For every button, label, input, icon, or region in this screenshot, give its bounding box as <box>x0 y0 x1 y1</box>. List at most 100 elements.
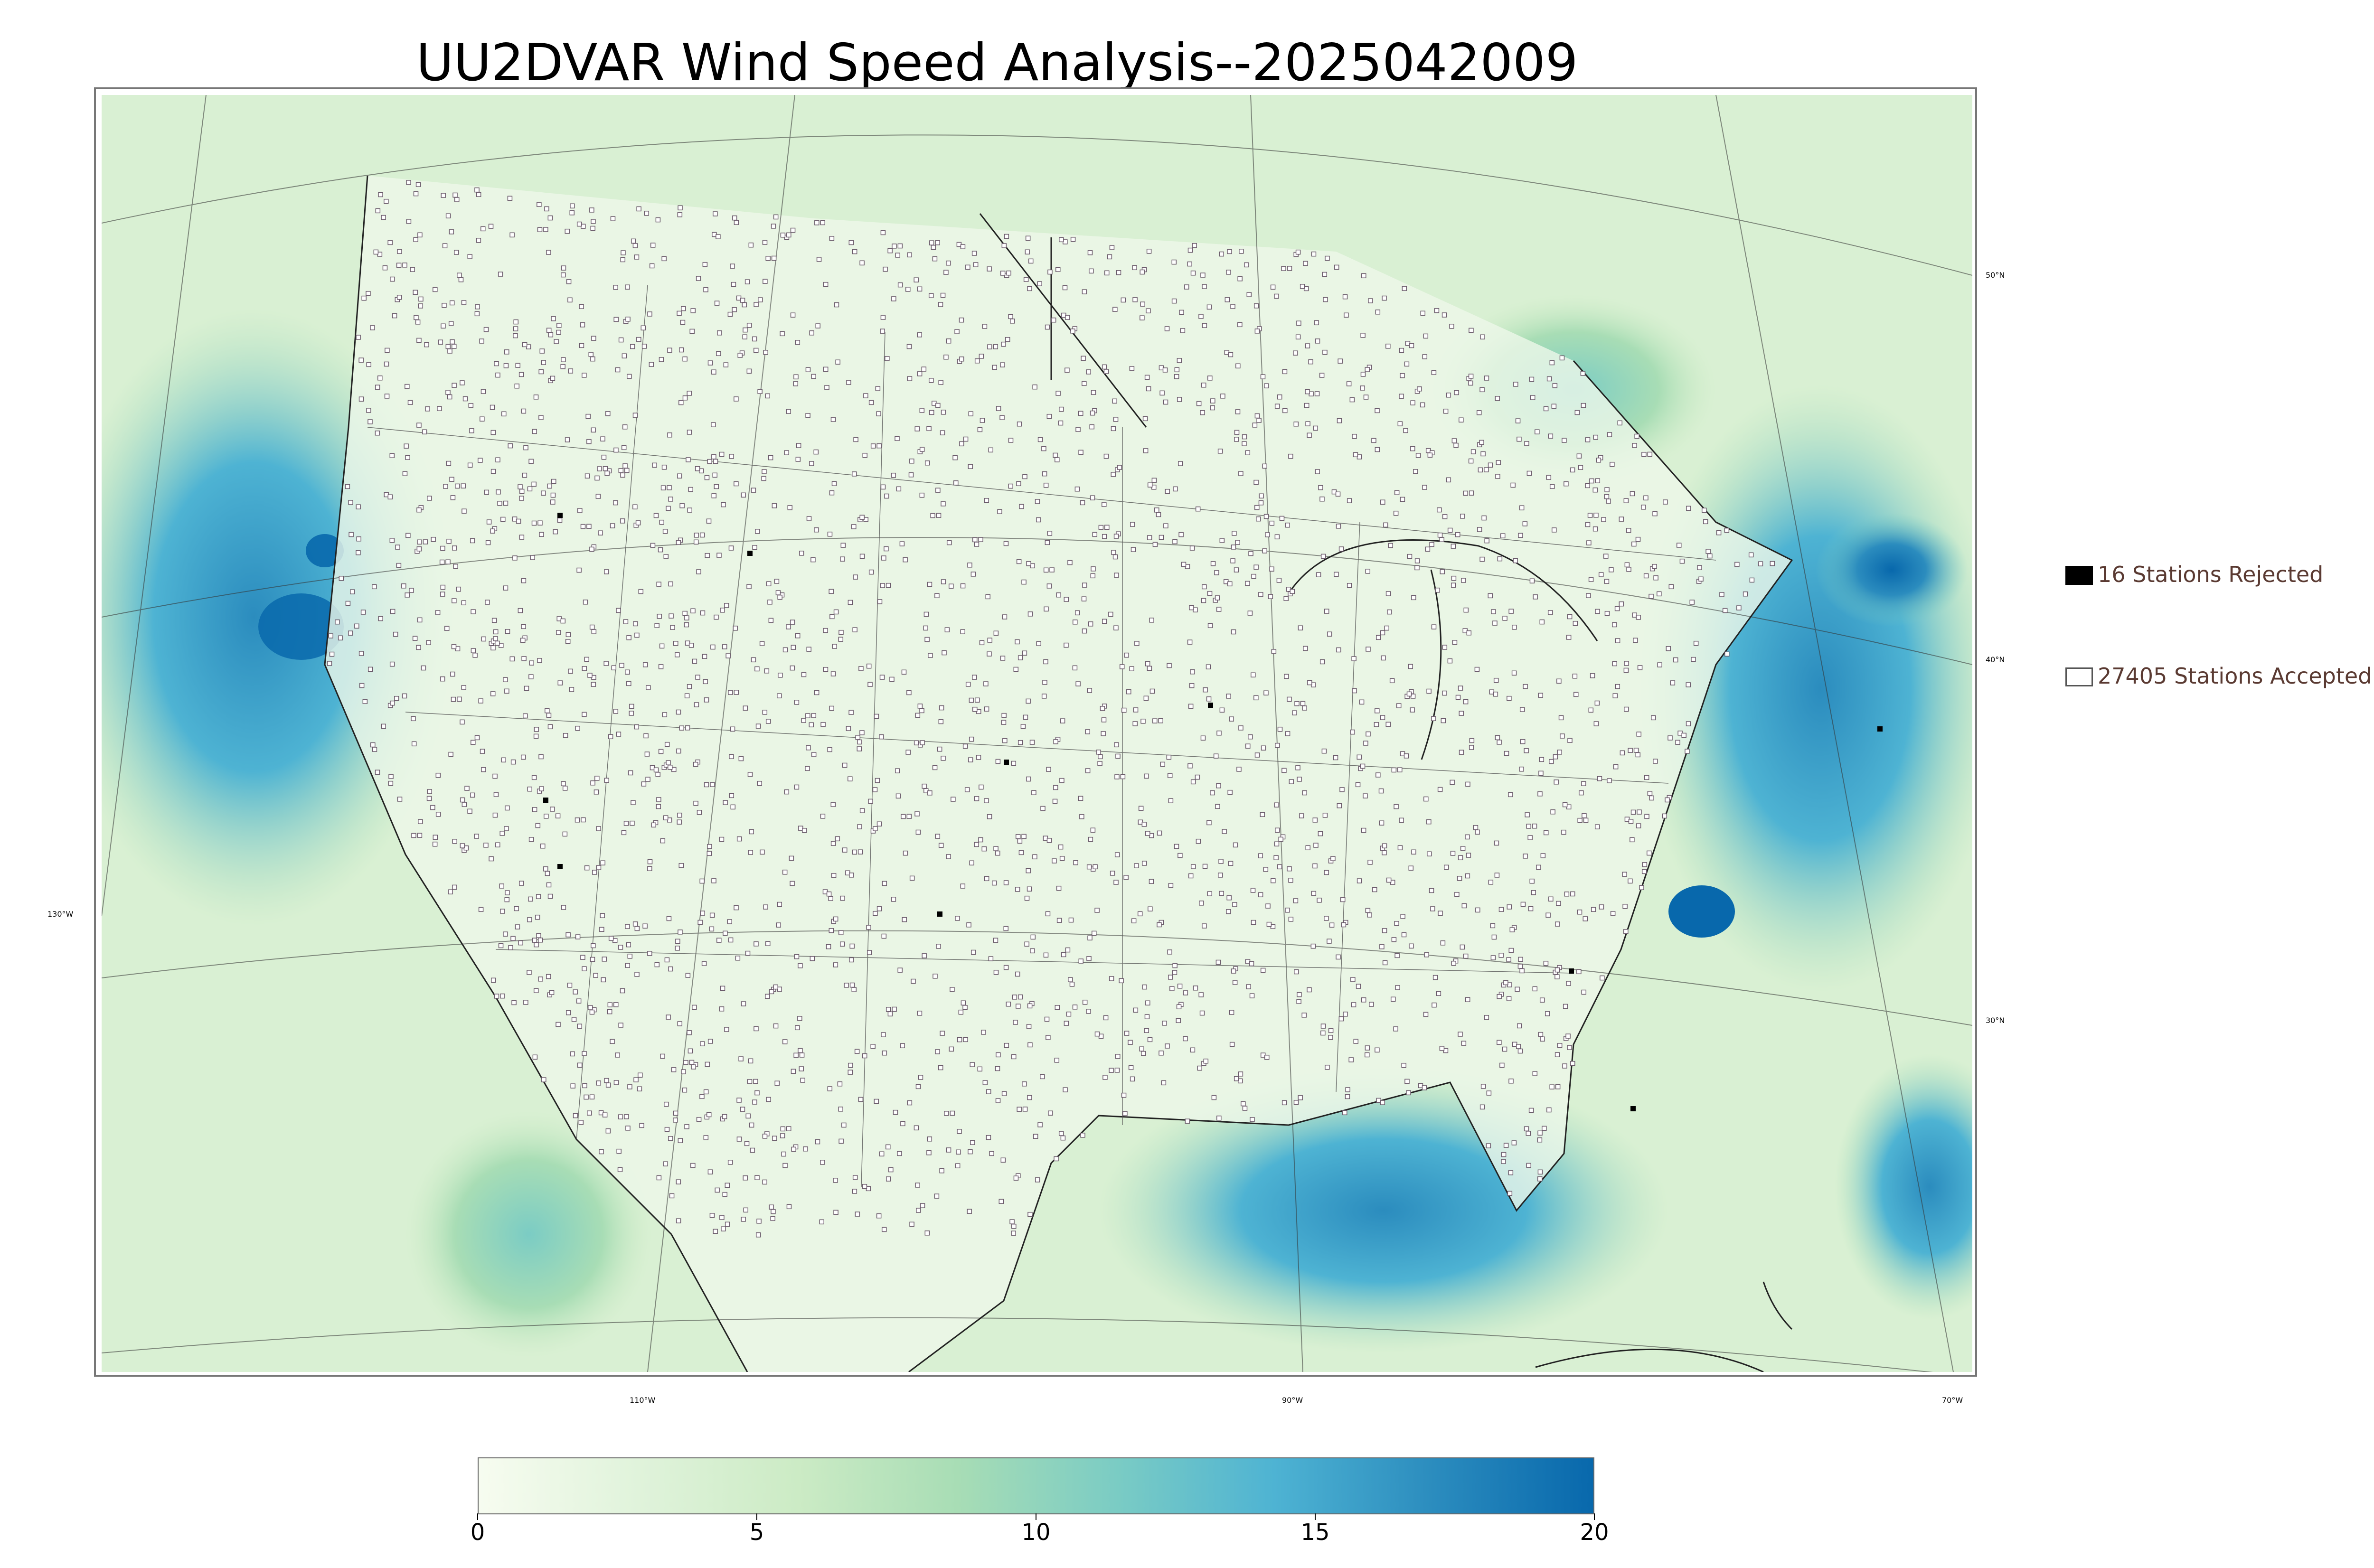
accepted-station-marker <box>541 1077 546 1082</box>
accepted-station-marker <box>1320 1023 1326 1029</box>
accepted-station-marker <box>725 1221 730 1227</box>
accepted-station-marker <box>1297 992 1302 997</box>
accepted-station-marker <box>1169 986 1175 991</box>
accepted-station-marker <box>1219 538 1225 543</box>
accepted-station-marker <box>772 503 777 508</box>
accepted-station-marker <box>610 523 615 528</box>
accepted-station-marker <box>941 501 946 507</box>
accepted-station-marker <box>742 334 748 339</box>
accepted-station-marker <box>1028 258 1034 264</box>
accepted-station-marker <box>763 279 768 284</box>
accepted-station-marker <box>1029 740 1035 745</box>
accepted-station-marker <box>711 454 716 460</box>
accepted-station-marker <box>700 911 705 916</box>
accepted-station-marker <box>1103 1015 1109 1021</box>
accepted-station-marker <box>538 976 543 982</box>
accepted-station-marker <box>1044 1016 1050 1022</box>
accepted-station-marker <box>703 287 708 292</box>
accepted-station-marker <box>1526 1163 1532 1168</box>
station-markers <box>327 180 1883 1238</box>
accepted-station-marker <box>1222 829 1227 834</box>
accepted-station-marker <box>472 652 478 658</box>
accepted-station-marker <box>1000 271 1006 276</box>
rejected-station-marker <box>1877 726 1883 732</box>
accepted-station-marker <box>769 989 774 995</box>
accepted-station-marker <box>1011 1054 1017 1060</box>
accepted-station-marker <box>518 372 524 377</box>
accepted-station-marker <box>1508 1170 1514 1175</box>
accepted-station-marker <box>616 608 621 613</box>
accepted-station-marker <box>467 462 473 468</box>
accepted-station-marker <box>539 532 544 537</box>
accepted-station-marker <box>1002 738 1008 743</box>
accepted-station-marker <box>962 1005 968 1010</box>
accepted-station-marker <box>396 294 402 300</box>
accepted-station-marker <box>629 704 634 709</box>
accepted-station-marker <box>557 517 563 523</box>
accepted-station-marker <box>828 896 833 901</box>
accepted-station-marker <box>837 1081 843 1087</box>
accepted-station-marker <box>1382 850 1387 855</box>
accepted-station-marker <box>621 250 626 255</box>
accepted-station-marker <box>1260 374 1266 379</box>
accepted-station-marker <box>886 1007 891 1012</box>
accepted-station-marker <box>684 615 689 620</box>
accepted-station-marker <box>902 917 907 922</box>
accepted-station-marker <box>691 1064 696 1070</box>
accepted-station-marker <box>1022 474 1027 479</box>
accepted-station-marker <box>405 533 411 538</box>
accepted-station-marker <box>467 808 472 814</box>
accepted-station-marker <box>1269 566 1274 572</box>
accepted-station-marker <box>678 400 684 405</box>
accepted-station-marker <box>1082 289 1087 294</box>
accepted-station-marker <box>717 330 722 336</box>
accepted-station-marker <box>1258 853 1263 858</box>
accepted-station-marker <box>476 238 481 243</box>
accepted-station-marker <box>1630 491 1635 497</box>
accepted-station-marker <box>1258 500 1264 506</box>
accepted-station-marker <box>1035 1177 1040 1183</box>
accepted-station-marker <box>1397 845 1403 851</box>
accepted-station-marker <box>1247 610 1253 616</box>
accepted-station-marker <box>977 1066 983 1072</box>
accepted-station-marker <box>1080 1133 1085 1138</box>
accepted-station-marker <box>1463 490 1468 496</box>
accepted-station-marker <box>591 682 596 687</box>
accepted-station-marker <box>356 504 361 509</box>
accepted-station-marker <box>1501 1152 1507 1157</box>
accepted-station-marker <box>1336 647 1341 653</box>
accepted-station-marker <box>811 752 817 757</box>
accepted-station-marker <box>1303 646 1308 651</box>
accepted-station-marker <box>1567 738 1573 743</box>
accepted-station-marker <box>1288 878 1293 883</box>
accepted-station-marker <box>1217 449 1223 454</box>
accepted-station-marker <box>1526 470 1532 476</box>
accepted-station-marker <box>577 1023 583 1029</box>
accepted-station-marker <box>751 488 756 493</box>
accepted-station-marker <box>1532 1071 1538 1076</box>
accepted-station-marker <box>709 1213 715 1218</box>
accepted-station-marker <box>975 697 980 703</box>
accepted-station-marker <box>974 796 980 801</box>
accepted-station-marker <box>989 1151 994 1156</box>
accepted-station-marker <box>360 610 366 615</box>
accepted-station-marker <box>1461 1041 1467 1046</box>
lat-label-40n: 40°N <box>1986 655 2005 664</box>
accepted-station-marker <box>914 1125 919 1131</box>
accepted-station-marker <box>1145 831 1150 836</box>
accepted-station-marker <box>1253 564 1259 570</box>
accepted-station-marker <box>1583 817 1589 823</box>
accepted-station-marker <box>741 492 746 498</box>
accepted-station-marker <box>1011 761 1017 766</box>
accepted-station-marker <box>1592 487 1598 493</box>
accepted-station-marker <box>1100 706 1105 711</box>
accepted-station-marker <box>1365 367 1370 372</box>
accepted-station-marker <box>806 647 811 652</box>
accepted-station-marker <box>887 1011 893 1017</box>
accepted-station-marker <box>752 1099 757 1105</box>
accepted-station-marker <box>667 485 672 490</box>
accepted-station-marker <box>1673 657 1678 663</box>
accepted-station-marker <box>588 352 594 357</box>
accepted-station-marker <box>1011 1230 1016 1236</box>
accepted-station-marker <box>867 950 872 955</box>
